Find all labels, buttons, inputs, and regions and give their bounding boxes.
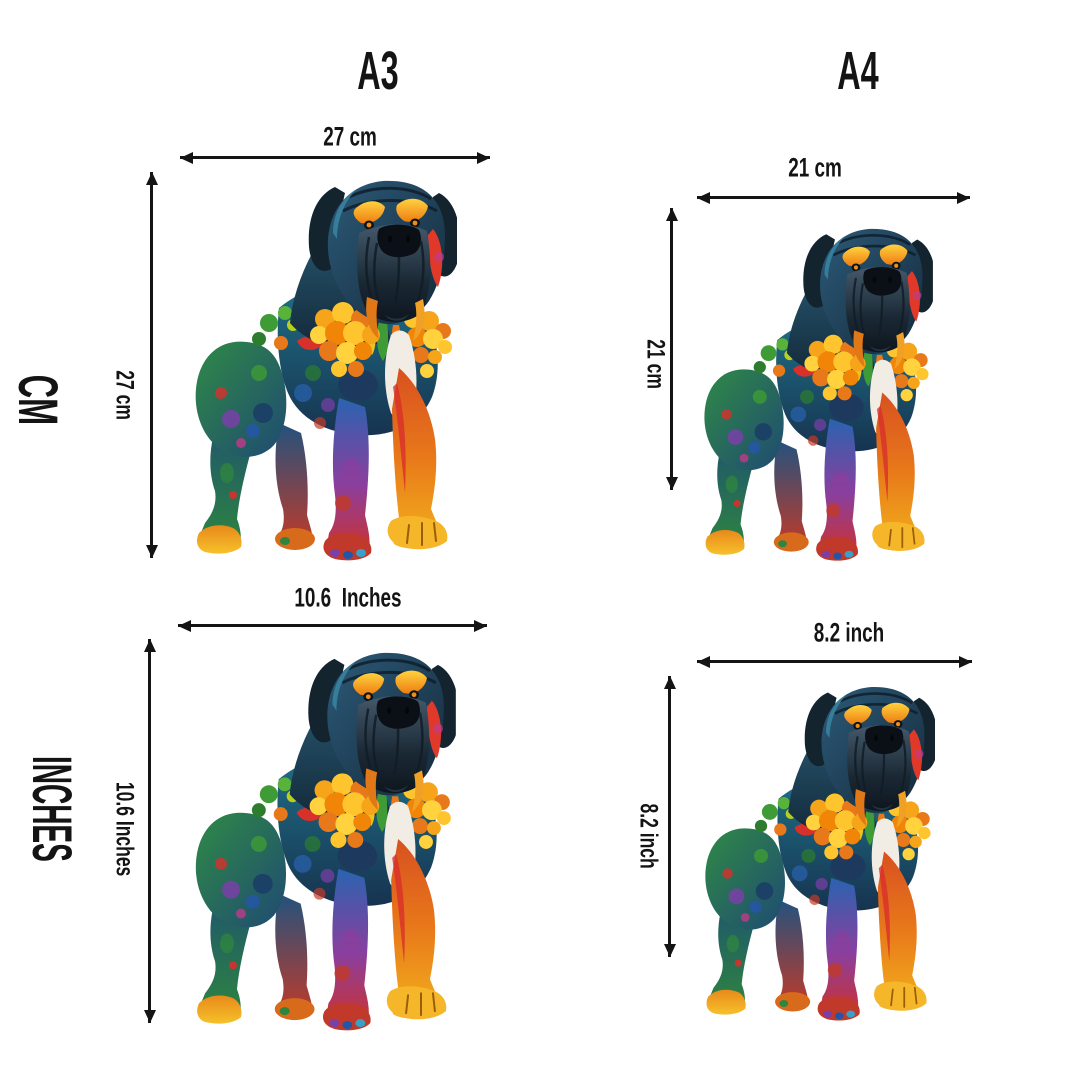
width-arrow-a4-inches <box>697 660 972 663</box>
dog-artwork-a3-inches <box>193 645 456 1033</box>
height-label-a4-cm: 21 cm <box>641 339 670 389</box>
height-label-a3-inches: 10.6 Inches <box>110 781 139 877</box>
height-arrow-a4-inches <box>668 676 671 957</box>
width-arrow-a3-cm <box>180 156 490 159</box>
width-label-a3-cm: 27 cm <box>323 121 377 152</box>
height-arrow-a3-inches <box>148 639 151 1023</box>
height-arrow-a3-cm <box>150 172 153 558</box>
width-label-a3-inches: 10.6 Inches <box>294 582 402 613</box>
height-label-a4-inches: 8.2 inch <box>634 803 663 869</box>
width-label-a4-cm: 21 cm <box>788 152 842 183</box>
column-header-a3: A3 <box>357 41 399 101</box>
width-arrow-a4-cm <box>697 196 970 199</box>
height-label-a3-cm: 27 cm <box>110 370 139 420</box>
width-arrow-a3-inches <box>178 624 487 627</box>
column-header-a4: A4 <box>837 41 879 101</box>
width-label-a4-inches: 8.2 inch <box>813 617 885 648</box>
height-arrow-a4-cm <box>670 208 673 490</box>
dog-artwork-a4-cm <box>702 222 933 563</box>
dog-artwork-a4-inches <box>703 680 935 1023</box>
dog-artwork-a3-cm <box>193 173 457 563</box>
